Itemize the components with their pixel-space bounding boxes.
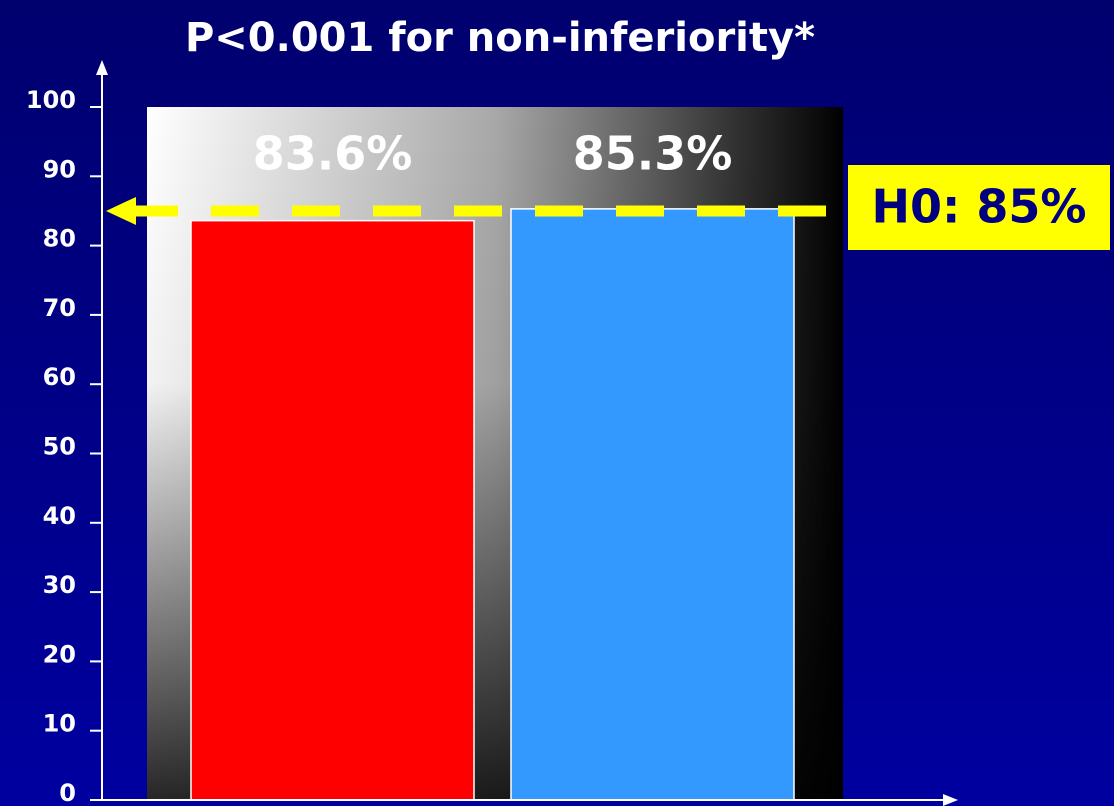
y-tick-label: 90 xyxy=(43,155,76,183)
reference-label: H0: 85% xyxy=(871,180,1086,234)
y-tick-label: 100 xyxy=(26,86,76,114)
chart-title: P<0.001 for non-inferiority* xyxy=(185,15,815,61)
value-label: 85.3% xyxy=(573,127,733,181)
reference-label-box xyxy=(848,165,1110,250)
reference-arrow xyxy=(106,196,136,225)
y-tick-label: 70 xyxy=(43,294,76,322)
y-tick-label: 20 xyxy=(43,640,76,668)
x-axis-arrow xyxy=(943,794,958,806)
y-tick-label: 0 xyxy=(59,779,76,806)
y-axis-arrow xyxy=(96,60,108,75)
bar xyxy=(510,208,795,801)
y-tick-label: 30 xyxy=(43,571,76,599)
y-tick-label: 10 xyxy=(43,710,76,738)
y-tick-label: 80 xyxy=(43,225,76,253)
y-tick-label: 50 xyxy=(43,433,76,461)
bar xyxy=(190,219,475,801)
value-label: 83.6% xyxy=(253,127,413,181)
y-tick-label: 60 xyxy=(43,363,76,391)
y-tick-label: 40 xyxy=(43,502,76,530)
